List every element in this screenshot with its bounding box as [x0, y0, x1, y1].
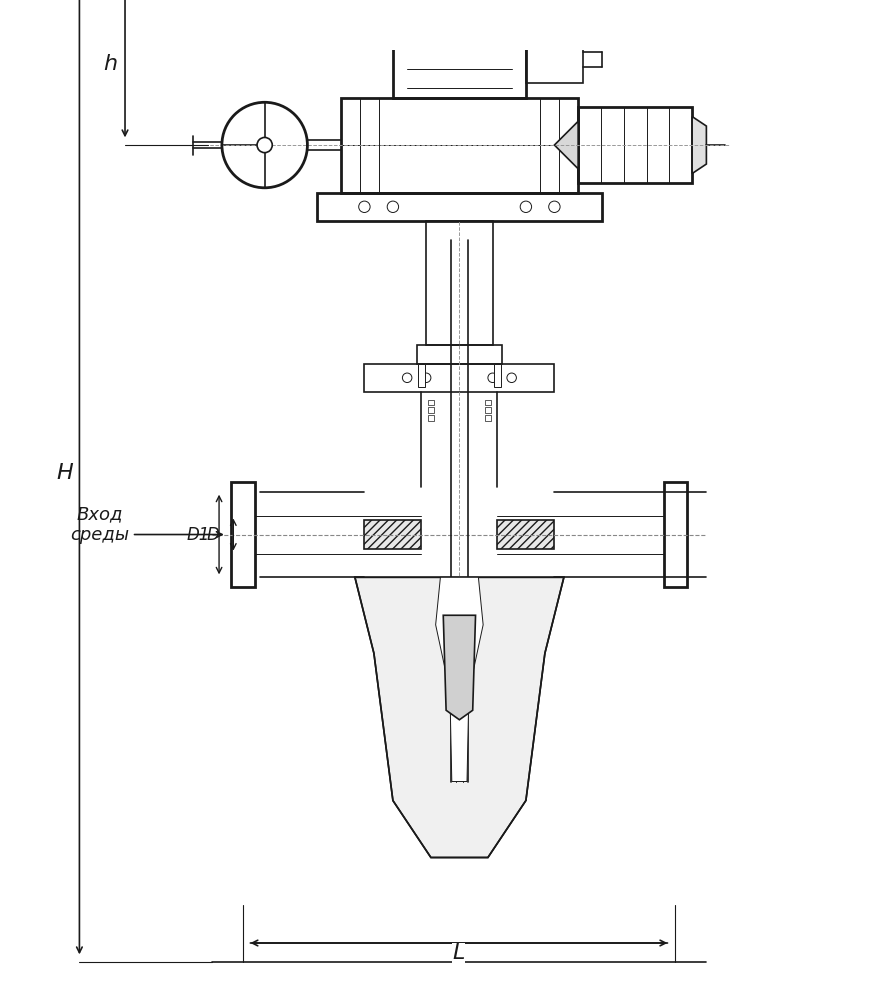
- Bar: [417, 345, 502, 364]
- Bar: [428, 400, 434, 405]
- Text: H: H: [56, 463, 73, 483]
- Text: Вход
среды: Вход среды: [70, 506, 129, 544]
- Circle shape: [358, 201, 370, 212]
- Polygon shape: [355, 577, 564, 858]
- Bar: [494, 364, 501, 387]
- Circle shape: [402, 373, 412, 383]
- Bar: [485, 400, 491, 405]
- Bar: [428, 407, 434, 413]
- Bar: [497, 520, 555, 549]
- Bar: [485, 407, 491, 413]
- Circle shape: [488, 373, 497, 383]
- Bar: [578, 107, 692, 183]
- Bar: [426, 221, 493, 345]
- Circle shape: [521, 201, 531, 212]
- Bar: [664, 482, 687, 587]
- Text: D1: D1: [186, 526, 210, 544]
- Circle shape: [548, 201, 560, 212]
- Text: h: h: [104, 54, 118, 74]
- Bar: [485, 415, 491, 421]
- Polygon shape: [435, 577, 483, 782]
- Bar: [393, 22, 526, 98]
- Bar: [231, 482, 255, 587]
- Bar: [365, 520, 421, 549]
- Polygon shape: [355, 577, 564, 858]
- Bar: [428, 415, 434, 421]
- Circle shape: [257, 137, 272, 153]
- Bar: [497, 520, 555, 549]
- Polygon shape: [692, 117, 706, 174]
- Bar: [340, 98, 578, 193]
- Bar: [526, 36, 583, 83]
- Polygon shape: [444, 615, 476, 720]
- Circle shape: [387, 201, 399, 212]
- Bar: [317, 193, 602, 221]
- Bar: [418, 364, 426, 387]
- Polygon shape: [555, 121, 578, 169]
- Bar: [398, 0, 521, 22]
- Bar: [365, 364, 555, 392]
- Text: D: D: [206, 526, 219, 544]
- Circle shape: [507, 373, 516, 383]
- Circle shape: [421, 373, 431, 383]
- Bar: [365, 520, 421, 549]
- Text: L: L: [452, 943, 465, 963]
